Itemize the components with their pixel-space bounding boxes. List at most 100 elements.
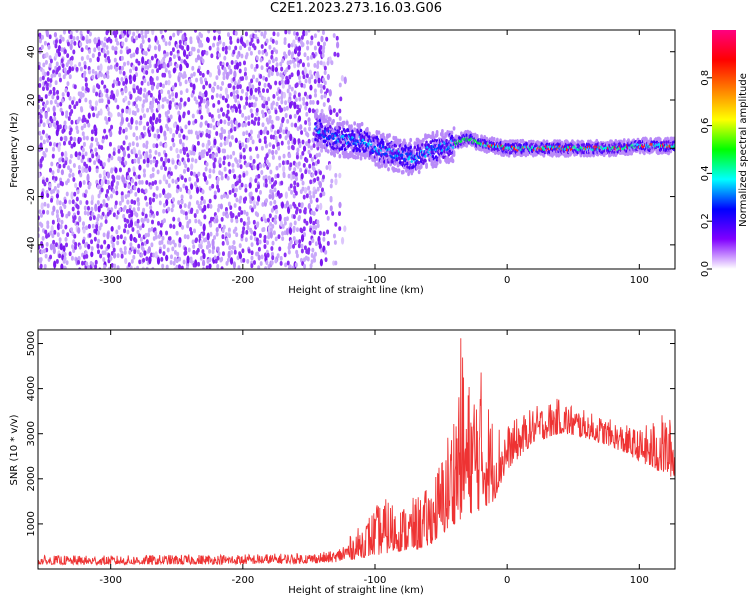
spectrogram-cell xyxy=(58,77,62,83)
spectrogram-cell xyxy=(145,70,149,75)
spectrogram-cell xyxy=(270,49,274,55)
spectrogram-cell xyxy=(277,96,281,102)
spectrogram-cell xyxy=(64,87,68,93)
spectrogram-cell xyxy=(65,260,69,266)
spectrogram-cell xyxy=(96,200,100,205)
spectrogram-cell xyxy=(83,64,87,70)
spectrogram-cell xyxy=(265,260,269,266)
spectrogram-cell xyxy=(105,45,109,50)
spectrogram-cell xyxy=(213,194,217,200)
spectrogram-cell xyxy=(317,41,321,47)
spectrogram-cell xyxy=(299,154,303,160)
spectrogram-cell xyxy=(122,214,126,219)
spectrogram-cell xyxy=(301,139,305,145)
spectrogram-cell xyxy=(44,229,48,235)
spectrogram-cell xyxy=(107,65,111,71)
spectrogram-cell xyxy=(189,230,193,236)
spectrogram-cell xyxy=(236,84,240,90)
spectrogram-cell xyxy=(276,141,280,147)
spectrogram-cell xyxy=(97,238,101,244)
spectrogram-cell xyxy=(118,126,122,132)
spectrogram-cell xyxy=(105,88,109,94)
spectrogram-cell xyxy=(268,115,272,120)
spectrogram-cell xyxy=(268,193,272,200)
spectrogram-cell xyxy=(319,202,323,211)
spectrogram-cell xyxy=(85,44,89,50)
spectrogram-cell xyxy=(94,147,98,153)
spectrogram-cell xyxy=(184,41,188,46)
spectrogram-cell xyxy=(61,92,65,97)
spectrogram-cell xyxy=(231,212,235,218)
spectrogram-cell xyxy=(63,199,67,205)
spectrogram-cell xyxy=(228,233,232,239)
spectrogram-cell xyxy=(229,257,234,265)
spectrogram-cell xyxy=(209,222,213,228)
spectrogram-cell xyxy=(250,250,254,256)
spectrogram-cell xyxy=(56,95,60,101)
spectrogram-cell xyxy=(134,66,138,72)
spectrogram-cell xyxy=(310,229,314,235)
spectrogram-cell xyxy=(126,146,130,151)
spectrogram-cell xyxy=(178,81,182,87)
spectrogram-cell xyxy=(226,154,230,160)
spectrogram-cell xyxy=(180,58,184,64)
spectrogram-cell xyxy=(172,32,176,38)
spectrogram-cell xyxy=(70,39,74,45)
spectrogram-cell xyxy=(273,187,277,193)
spectrogram-cell xyxy=(421,137,425,143)
spectrogram-cell xyxy=(244,183,248,189)
spectrogram-cell xyxy=(50,73,54,79)
spectrogram-cell xyxy=(504,139,508,145)
spectrogram-cell xyxy=(306,55,310,61)
spectrogram-cell xyxy=(292,244,296,249)
spectrogram-cell xyxy=(338,108,342,114)
spectrogram-cell xyxy=(428,148,432,152)
spectrogram-cell xyxy=(55,209,59,215)
spectrogram-cell xyxy=(252,102,256,108)
spectrogram-cell xyxy=(42,248,46,254)
spectrogram-cell xyxy=(444,133,447,139)
spectrogram-cell xyxy=(260,170,264,175)
spectrogram-cell xyxy=(102,162,106,167)
spectrogram-cell xyxy=(88,99,92,105)
spectrogram-cell xyxy=(230,119,234,125)
spectrogram-cell xyxy=(333,51,337,57)
spectrogram-cell xyxy=(257,133,261,139)
spectrogram-cell xyxy=(310,35,314,41)
spectrogram-cell xyxy=(332,233,336,239)
spectrogram-cell xyxy=(160,156,164,162)
spectrogram-cell xyxy=(215,226,219,233)
spectrogram-cell xyxy=(192,71,196,77)
spectrogram-cell xyxy=(38,209,42,215)
spectrogram-cell xyxy=(142,172,146,178)
spectrogram-cell xyxy=(307,149,311,155)
spectrogram-cell xyxy=(223,55,227,61)
spectrogram-cell xyxy=(56,168,60,174)
spectrogram-cell xyxy=(86,87,90,93)
spectrogram-cell xyxy=(99,253,103,259)
spectrogram-cell xyxy=(66,41,70,47)
spectrogram-cell xyxy=(240,53,244,59)
spectrogram-cell xyxy=(96,243,100,249)
spectrogram-cell xyxy=(40,223,44,228)
spectrogram-cell xyxy=(202,199,206,205)
spectrogram-cell xyxy=(283,69,287,75)
spectrogram-cell xyxy=(249,129,253,135)
spectrogram-cell xyxy=(132,38,136,44)
spectrogram-cell xyxy=(117,145,121,151)
spectrogram-cell xyxy=(245,170,249,176)
spectrogram-cell xyxy=(178,221,182,228)
spectrogram-cell xyxy=(235,180,239,186)
spectrogram-cell xyxy=(98,267,102,269)
spectrogram-cell xyxy=(96,230,100,236)
spectrogram-cell xyxy=(184,163,188,169)
spectrogram-cell xyxy=(120,90,124,96)
spectrogram-cell xyxy=(219,86,223,92)
spectrogram-cell xyxy=(316,60,320,66)
spectrogram-cell xyxy=(311,247,315,253)
spectrogram-cell xyxy=(123,228,127,234)
spectrogram-cell xyxy=(75,125,79,131)
spectrogram-cell xyxy=(63,49,67,54)
spectrogram-cell xyxy=(287,43,291,49)
spectrogram-cell xyxy=(290,72,294,78)
